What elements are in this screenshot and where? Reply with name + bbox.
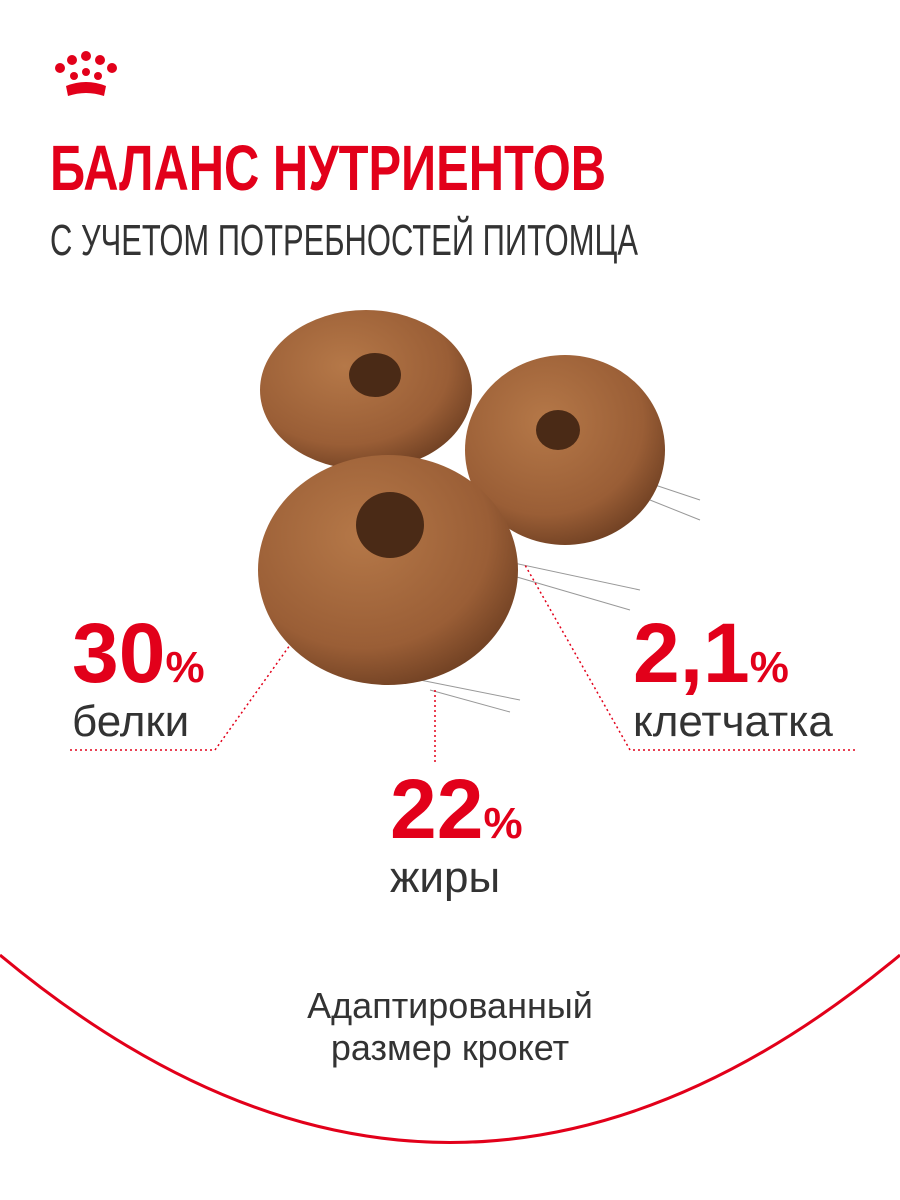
unit: %: [483, 799, 522, 848]
arc: [0, 953, 900, 1144]
subtitle: С УЧЕТОМ ПОТРЕБНОСТЕЙ ПИТОМЦА: [50, 214, 638, 265]
title: БАЛАНС НУТРИЕНТОВ: [50, 132, 606, 204]
leaders: [70, 564, 855, 765]
unit: %: [165, 643, 204, 692]
footer-line: Адаптированный: [307, 985, 593, 1026]
nutrient: 30% белки: [72, 606, 205, 746]
value: 22: [390, 762, 483, 856]
label: клетчатка: [633, 697, 833, 746]
logo: [55, 51, 117, 96]
svg-text:2,1%: 2,1%: [633, 606, 789, 700]
label: белки: [72, 697, 189, 746]
label: жиры: [390, 853, 500, 902]
unit: %: [750, 643, 789, 692]
kibbles: [258, 310, 701, 713]
value: 30: [72, 606, 165, 700]
value: 2,1: [633, 606, 750, 700]
nutrient: 22% жиры: [390, 762, 523, 902]
nutrient: 2,1% клетчатка: [633, 606, 833, 746]
footer-line: размер крокет: [331, 1027, 569, 1068]
svg-text:22%: 22%: [390, 762, 523, 856]
svg-text:30%: 30%: [72, 606, 205, 700]
